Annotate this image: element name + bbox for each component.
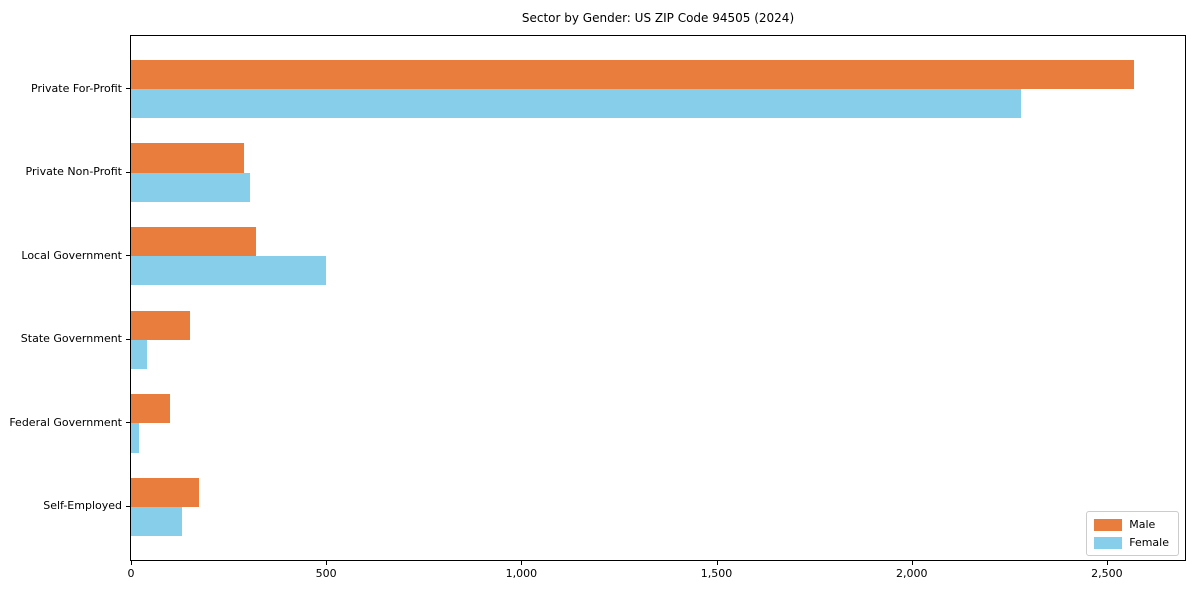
male-bar-0 xyxy=(131,59,1135,90)
y-axis-label-5: Self-Employed xyxy=(43,499,122,513)
female-bar-3 xyxy=(131,339,147,370)
chart-title: Sector by Gender: US ZIP Code 94505 (202… xyxy=(521,11,795,25)
x-tick-0 xyxy=(131,561,132,565)
male-bar-2 xyxy=(131,226,256,257)
y-tick-1 xyxy=(126,171,130,173)
female-bar-5 xyxy=(131,506,182,537)
x-tick-label-5: 2,500 xyxy=(1091,567,1123,580)
x-tick-3 xyxy=(716,561,718,565)
female-bar-2 xyxy=(131,256,327,286)
y-axis-label-3: State Government xyxy=(20,332,122,346)
x-tick-label-4: 2,000 xyxy=(895,567,928,580)
legend-female-swatch xyxy=(1094,536,1123,549)
y-tick-3 xyxy=(126,338,130,340)
male-bar-5 xyxy=(131,477,200,507)
male-bar-3 xyxy=(131,310,190,340)
plot-area: Male Female xyxy=(130,35,1186,561)
female-bar-4 xyxy=(131,423,139,453)
y-axis-label-1: Private Non-Profit xyxy=(25,165,122,179)
y-tick-4 xyxy=(126,422,130,424)
y-axis-label-2: Local Government xyxy=(21,248,122,262)
female-bar-0 xyxy=(131,89,1022,119)
male-bar-4 xyxy=(131,394,171,424)
y-tick-2 xyxy=(126,255,130,257)
y-axis-label-4: Federal Government xyxy=(9,415,122,429)
y-tick-0 xyxy=(126,88,130,90)
x-tick-4 xyxy=(911,561,913,565)
legend-female-label: Female xyxy=(1129,536,1169,549)
x-tick-2 xyxy=(521,561,523,565)
legend-male-swatch xyxy=(1094,518,1123,531)
legend-male-label: Male xyxy=(1129,518,1156,531)
legend: Male Female xyxy=(1086,511,1179,556)
y-tick-5 xyxy=(126,505,130,507)
x-tick-1 xyxy=(326,561,328,565)
legend-entry-male: Male xyxy=(1094,518,1169,531)
legend-entry-female: Female xyxy=(1094,536,1169,549)
y-axis-label-0: Private For-Profit xyxy=(31,81,122,95)
x-tick-label-1: 500 xyxy=(315,567,337,580)
x-tick-5 xyxy=(1106,561,1108,565)
x-tick-label-3: 1,500 xyxy=(700,567,733,580)
x-tick-label-0: 0 xyxy=(127,567,135,580)
x-tick-label-2: 1,000 xyxy=(505,567,538,580)
female-bar-1 xyxy=(131,172,251,202)
male-bar-1 xyxy=(131,143,245,173)
